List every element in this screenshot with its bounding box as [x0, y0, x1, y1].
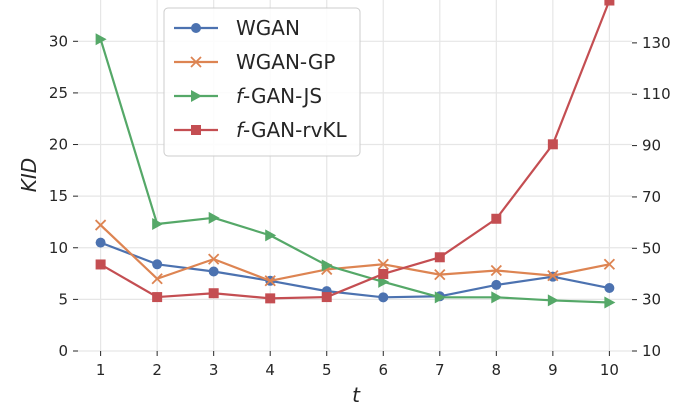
- x-tick-label: 1: [96, 361, 106, 379]
- data-point: [265, 229, 277, 242]
- data-point: [378, 292, 389, 303]
- legend-item: WGAN-GP: [174, 50, 335, 74]
- data-point: [94, 219, 107, 231]
- x-tick-label: 8: [492, 361, 502, 379]
- y-tick-label: 10: [49, 239, 68, 257]
- data-point: [95, 237, 106, 248]
- y-tick-label: 25: [49, 84, 68, 102]
- data-point: [490, 264, 502, 277]
- data-point: [604, 296, 616, 309]
- y2-tick-label: 130: [642, 34, 671, 52]
- series-line: [100, 241, 610, 299]
- data-point: [604, 0, 615, 6]
- data-point: [95, 259, 106, 270]
- y2-tick-label: 110: [642, 85, 671, 103]
- y2-tick-label: 30: [642, 291, 661, 309]
- x-tick-label: 10: [600, 361, 619, 379]
- x-tick-label: 4: [265, 361, 275, 379]
- series-2: [95, 33, 616, 309]
- x-tick-label: 2: [152, 361, 162, 379]
- legend-marker: [191, 23, 201, 33]
- x-tick-label: 7: [435, 361, 445, 379]
- data-point: [208, 266, 219, 277]
- tick-labels: 1 2 3 4 5 6 7 8 9 10 0 5 10 15 20 25 30 10 30 50 70 90 110 130: [49, 32, 671, 379]
- y-tick-label: 5: [58, 290, 68, 308]
- data-point: [547, 139, 558, 150]
- series-lines: [94, 0, 616, 309]
- data-point: [95, 33, 107, 46]
- data-point: [491, 291, 503, 304]
- data-point: [491, 279, 502, 290]
- data-point: [604, 283, 615, 294]
- series-line: [99, 224, 610, 282]
- data-point: [321, 292, 332, 303]
- data-point: [378, 268, 389, 279]
- data-point: [152, 218, 164, 231]
- legend-marker: [191, 90, 202, 102]
- legend-label: WGAN: [236, 16, 300, 40]
- y-axis-label: KID: [17, 158, 41, 192]
- y-tick-label: 20: [49, 136, 68, 154]
- series-line: [99, 38, 610, 304]
- data-point: [434, 252, 445, 263]
- legend: WGAN WGAN-GP f-GAN-JS f-GAN-rvKL: [163, 7, 361, 157]
- legend-box: [163, 7, 361, 157]
- legend-label: f-GAN-JS: [236, 84, 322, 108]
- data-point: [491, 213, 502, 224]
- x-tick-label: 6: [378, 361, 388, 379]
- data-point: [152, 259, 163, 270]
- y2-tick-label: 70: [642, 188, 661, 206]
- data-point: [151, 273, 163, 285]
- data-point: [547, 270, 559, 282]
- data-point: [265, 293, 276, 304]
- data-point: [603, 258, 616, 270]
- series-1: [94, 219, 616, 287]
- y-tick-label: 0: [58, 342, 68, 360]
- data-point: [264, 275, 276, 287]
- y-tick-label: 30: [49, 32, 68, 50]
- data-point: [321, 259, 333, 272]
- legend-marker: [191, 125, 201, 135]
- axes: [73, 40, 637, 356]
- series-line: [100, 0, 611, 300]
- legend-label: f-GAN-rvKL: [236, 118, 348, 142]
- data-point: [208, 253, 220, 265]
- x-axis-label: t: [352, 383, 361, 407]
- x-tick-label: 5: [322, 361, 332, 379]
- series-3: [95, 0, 615, 304]
- legend-item: f-GAN-JS: [174, 84, 322, 108]
- data-point: [434, 268, 446, 281]
- y2-tick-label: 10: [642, 342, 661, 360]
- y2-tick-label: 90: [642, 137, 661, 155]
- y-tick-label: 15: [49, 187, 68, 205]
- y2-tick-label: 50: [642, 239, 661, 257]
- data-point: [208, 211, 220, 224]
- data-point: [377, 258, 389, 270]
- data-point: [152, 292, 163, 303]
- data-point: [547, 294, 559, 307]
- x-tick-label: 9: [548, 361, 558, 379]
- data-point: [208, 288, 219, 299]
- x-tick-label: 3: [209, 361, 219, 379]
- data-point: [434, 291, 446, 304]
- legend-item: WGAN: [174, 16, 300, 40]
- legend-label: WGAN-GP: [236, 50, 335, 74]
- legend-marker: [190, 56, 202, 68]
- legend-item: f-GAN-rvKL: [174, 118, 348, 142]
